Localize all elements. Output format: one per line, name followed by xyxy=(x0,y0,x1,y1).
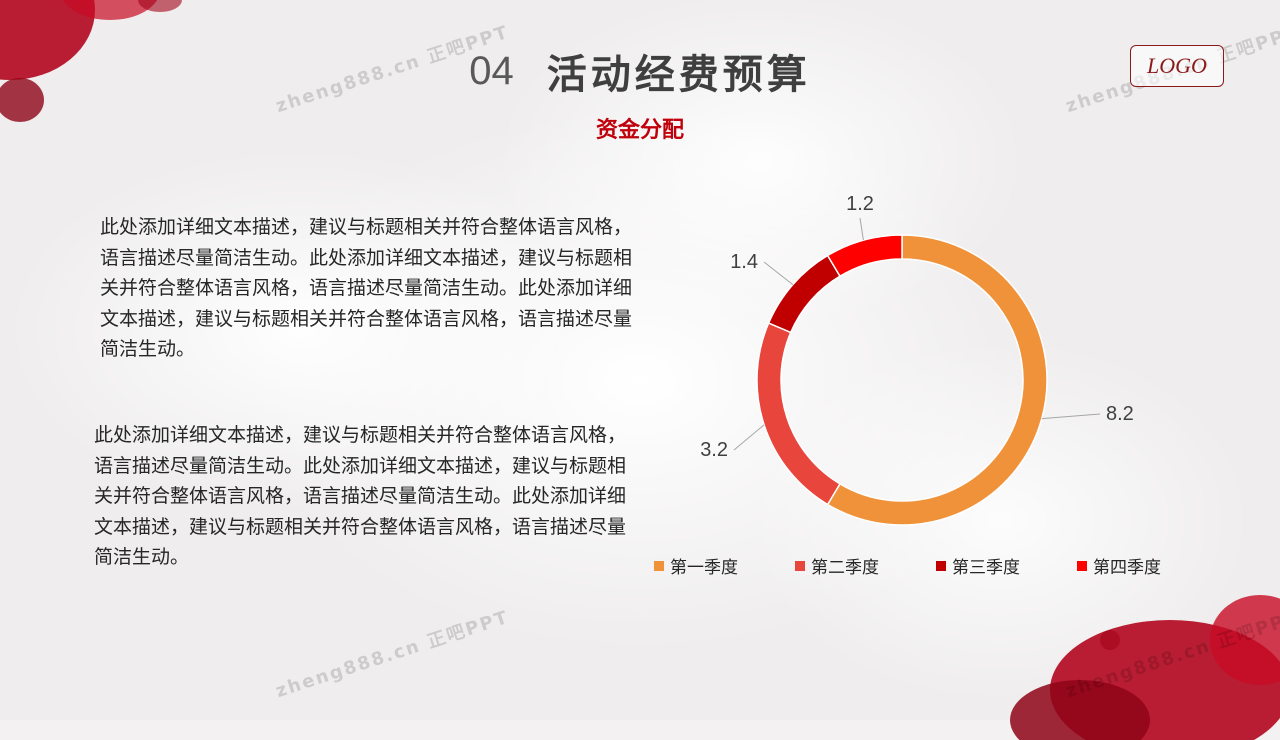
legend-item: 第四季度 xyxy=(1077,553,1218,578)
description-paragraph-2: 此处添加详细文本描述，建议与标题相关并符合整体语言风格，语言描述尽量简洁生动。此… xyxy=(94,424,627,568)
chart-legend: 第一季度 第二季度 第三季度 第四季度 xyxy=(654,553,1218,578)
legend-item: 第三季度 xyxy=(936,553,1077,578)
leader-line-2 xyxy=(733,424,765,451)
legend-label: 第四季度 xyxy=(1093,558,1161,578)
doughnut-slice-1 xyxy=(826,234,1048,526)
legend-swatch xyxy=(654,560,664,571)
doughnut-slice-3 xyxy=(767,254,841,334)
page-title: 活动经费预算 xyxy=(546,52,811,98)
legend-swatch xyxy=(795,560,805,571)
data-label-4: 1.2 xyxy=(846,193,874,215)
page-subtitle: 资金分配 xyxy=(595,118,684,143)
background xyxy=(0,0,1280,720)
logo: LOGO xyxy=(1130,45,1224,87)
data-label-1: 8.2 xyxy=(1106,403,1134,425)
legend-item: 第一季度 xyxy=(654,553,795,578)
leader-line-1 xyxy=(1041,413,1101,420)
data-label-2: 3.2 xyxy=(700,439,728,461)
description-paragraph-1: 此处添加详细文本描述，建议与标题相关并符合整体语言风格，语言描述尽量简洁生动。此… xyxy=(100,216,633,360)
doughnut-chart: 8.2 3.2 1.4 1.2 xyxy=(700,193,1134,526)
legend-swatch xyxy=(1077,560,1087,571)
section-number: 04 xyxy=(469,48,514,93)
leader-line-4 xyxy=(859,217,864,241)
doughnut-slice-2 xyxy=(756,322,841,506)
legend-swatch xyxy=(936,560,946,571)
legend-label: 第二季度 xyxy=(811,558,879,578)
legend-label: 第一季度 xyxy=(670,558,738,578)
legend-item: 第二季度 xyxy=(795,553,936,578)
data-label-3: 1.4 xyxy=(730,251,758,273)
title-row: 04 活动经费预算 xyxy=(0,42,1280,100)
legend-label: 第三季度 xyxy=(952,558,1020,578)
doughnut-slice-4 xyxy=(826,234,903,278)
leader-line-3 xyxy=(763,261,794,285)
